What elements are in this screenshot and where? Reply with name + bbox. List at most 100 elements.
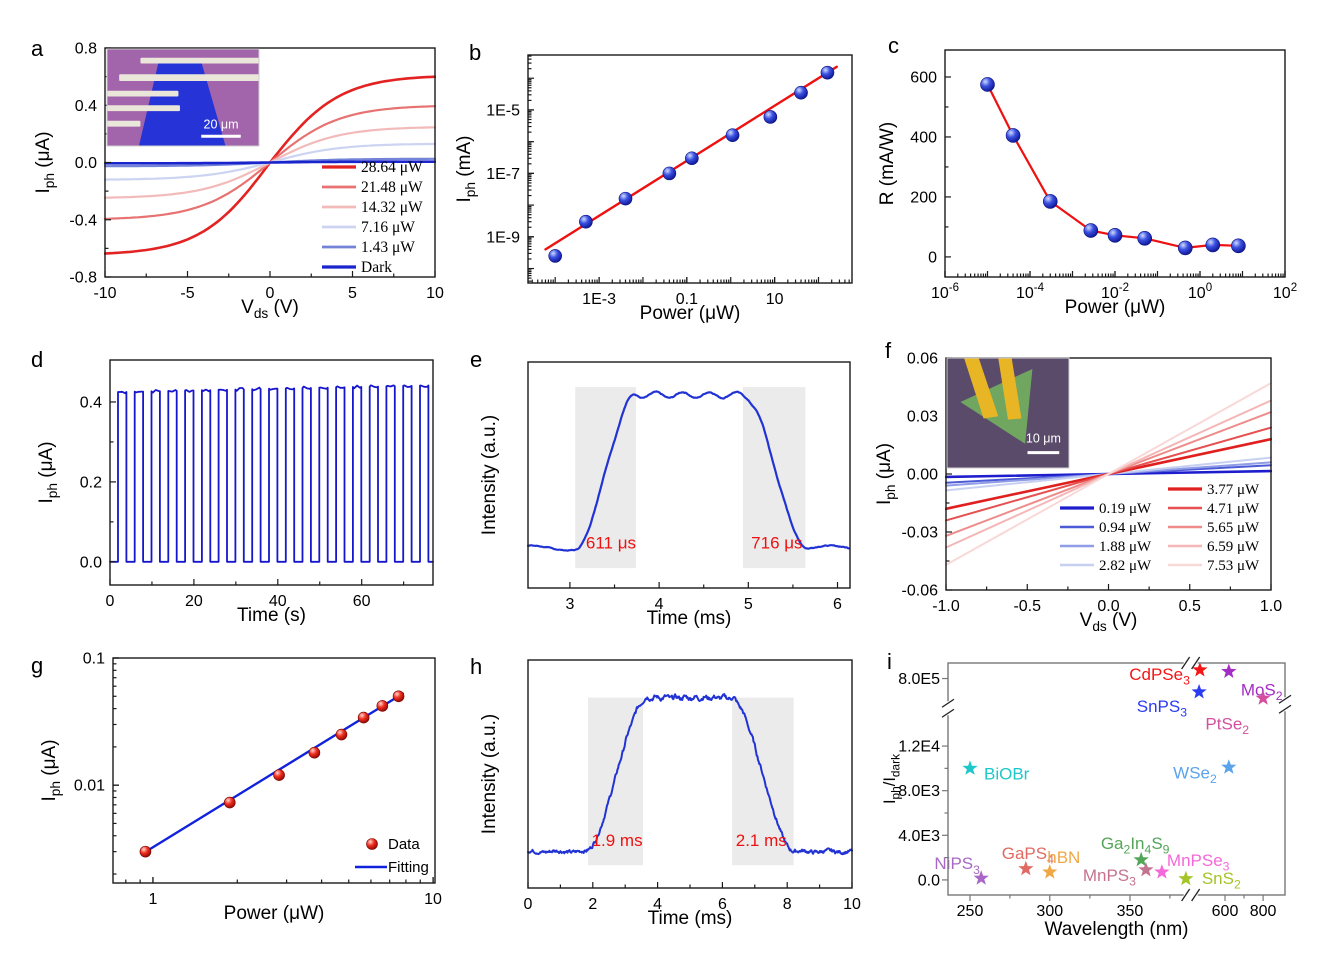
inset-border xyxy=(106,48,260,147)
panel-d: 0 20 40 60 0.0 0.2 0.4 Time (s) Iph (μA) d xyxy=(31,347,434,626)
x-axis-label: Power (μW) xyxy=(224,903,325,924)
data-point xyxy=(335,728,348,741)
legend-entry: Data xyxy=(388,836,420,853)
panel-f: -1.0 -0.5 0.0 0.5 1.0 0.06 0.03 0.00 -0.03 -0.06 V… xyxy=(874,338,1282,634)
y-axis-label: R (mA/W) xyxy=(877,122,898,205)
sample-flake xyxy=(138,61,226,146)
material-label-GaPS_4: GaPS4 xyxy=(1002,844,1054,867)
x-tick-label: 60 xyxy=(353,593,371,610)
legend: 0.19 μW 0.94 μW 1.88 μW 2.82 μW 3.77 μW 4.71 … xyxy=(1060,482,1260,574)
y-tick-label: 0.4 xyxy=(80,394,102,411)
star-marker-WSe_2 xyxy=(1221,759,1237,774)
data-point xyxy=(139,845,152,858)
x-tick-label: 2 xyxy=(588,896,597,913)
y-tick-label: 0.0 xyxy=(80,554,102,571)
transient-response-trace xyxy=(527,390,851,552)
x-tick-label: 6 xyxy=(833,596,842,613)
data-point xyxy=(376,700,389,712)
electrode xyxy=(107,105,180,112)
x-tick-label: 5 xyxy=(348,285,357,302)
x-tick-label: 350 xyxy=(1117,903,1144,920)
x-tick-label: 1 xyxy=(149,891,158,908)
x-tick-label: 0.5 xyxy=(1179,598,1201,615)
legend-entry: Fitting xyxy=(388,859,429,876)
plot-frame xyxy=(109,359,434,586)
x-tick-label: 10 xyxy=(766,291,784,308)
axis-ticks: 0 2 4 6 8 10 xyxy=(524,882,861,913)
y-tick-label: -0.4 xyxy=(69,212,97,229)
data-point xyxy=(980,77,995,92)
axis-break xyxy=(1181,656,1201,670)
y-tick-label: 1E-7 xyxy=(486,166,520,183)
x-tick-label: 4 xyxy=(655,596,664,613)
x-tick-label: 10 xyxy=(426,285,444,302)
iv-line-7.53-W xyxy=(945,382,1272,566)
material-label-SnPS_3: SnPS3 xyxy=(1137,697,1187,720)
x-tick-label: 250 xyxy=(957,903,984,920)
y-tick-label: 8.0E3 xyxy=(898,783,940,800)
data-point xyxy=(794,85,808,100)
data-point xyxy=(1083,223,1099,238)
material-label-MnPSe_3: MnPSe3 xyxy=(1167,851,1230,874)
material-label-NiPS_3: NiPS3 xyxy=(934,854,980,877)
x-tick-label: -0.5 xyxy=(1013,598,1041,615)
y-tick-label: 0.1 xyxy=(83,651,105,668)
x-tick-label: 10-6 xyxy=(931,282,959,302)
star-marker-CdPSe_3 xyxy=(1192,662,1208,677)
y-axis-label: Iph (μA) xyxy=(33,131,57,193)
axis-ticks: 3 4 5 6 xyxy=(565,582,842,613)
panel-letter-b: b xyxy=(469,40,481,65)
y-axis-label: Intensity (a.u.) xyxy=(479,415,500,535)
star-marker-hBN xyxy=(1042,864,1058,879)
data-point xyxy=(820,65,835,80)
scale-bar-label: 10 μm xyxy=(1026,432,1061,446)
x-axis-label: Time (ms) xyxy=(648,908,733,929)
x-axis-label: Vds (V) xyxy=(241,297,299,321)
data-point xyxy=(273,769,285,781)
panel-i: CdPSe3 MoS2 SnPS3 PtSe2 WSe2 BiOBr GaPS4 NiPS3 h… xyxy=(881,649,1292,940)
legend-entry: 1.43 μW xyxy=(361,239,415,256)
legend-entry: 0.19 μW xyxy=(1099,501,1152,517)
axis-ticks: 1E-3 0.1 10 1E-5 1E-7 1E-9 xyxy=(486,55,850,308)
data-point xyxy=(1205,237,1221,253)
transient-response-trace xyxy=(527,693,853,856)
panel-letter-i: i xyxy=(887,649,892,674)
inset-border xyxy=(946,357,1070,469)
data-point xyxy=(763,110,778,124)
y-tick-label: 0.01 xyxy=(74,778,105,795)
star-marker-MnPSe_3 xyxy=(1154,864,1170,879)
x-tick-label: 800 xyxy=(1250,903,1277,920)
panel-letter-f: f xyxy=(885,338,892,363)
y-tick-label: 1.2E4 xyxy=(898,739,940,756)
y-tick-label: 0.4 xyxy=(75,98,97,115)
material-label-PtSe_2: PtSe2 xyxy=(1205,714,1249,737)
y-tick-label: 0.03 xyxy=(907,409,938,426)
x-tick-label: 40 xyxy=(269,593,287,610)
data-point xyxy=(662,166,677,181)
plot-frame xyxy=(112,657,436,884)
y-tick-label: 0.06 xyxy=(907,351,938,368)
x-tick-label: 300 xyxy=(1036,903,1063,920)
axis-break xyxy=(941,698,955,718)
panel-a: -10 -5 0 5 10 0.8 0.4 0.0 -0.4 -0.8 Vds (V) Iph (μA… xyxy=(31,36,444,321)
panel-letter-c: c xyxy=(888,33,899,58)
x-tick-label: 102 xyxy=(1273,282,1297,302)
y-tick-label: 0.0 xyxy=(918,872,940,889)
data-point xyxy=(725,128,740,142)
x-tick-label: -10 xyxy=(93,285,116,302)
panel-c: 10-6 10-4 10-2 100 102 0 200 400 600 Power (μW) R … xyxy=(877,33,1297,318)
y-tick-label: -0.03 xyxy=(902,525,939,542)
x-axis-label: Vds (V) xyxy=(1080,610,1138,634)
material-label-CdPSe_3: CdPSe3 xyxy=(1129,665,1190,688)
material-label-BiOBr: BiOBr xyxy=(984,764,1030,783)
x-tick-label: 0 xyxy=(524,896,533,913)
x-tick-label: 20 xyxy=(185,593,203,610)
material-label-hBN: hBN xyxy=(1047,848,1080,867)
axis-ticks: -1.0 -0.5 0.0 0.5 1.0 0.06 0.03 0.00 -0.03 -0.06 xyxy=(902,351,1283,616)
panel-g: 1 10 0.01 0.1 Power (μW) Iph (μA) Data Fitting g xyxy=(31,651,442,925)
material-label-Ga_2In_4S_9: Ga2In4S9 xyxy=(1101,834,1170,857)
x-tick-label: 0 xyxy=(106,593,115,610)
legend-entry: 28.64 μW xyxy=(361,159,423,176)
axis-break xyxy=(1181,888,1201,902)
